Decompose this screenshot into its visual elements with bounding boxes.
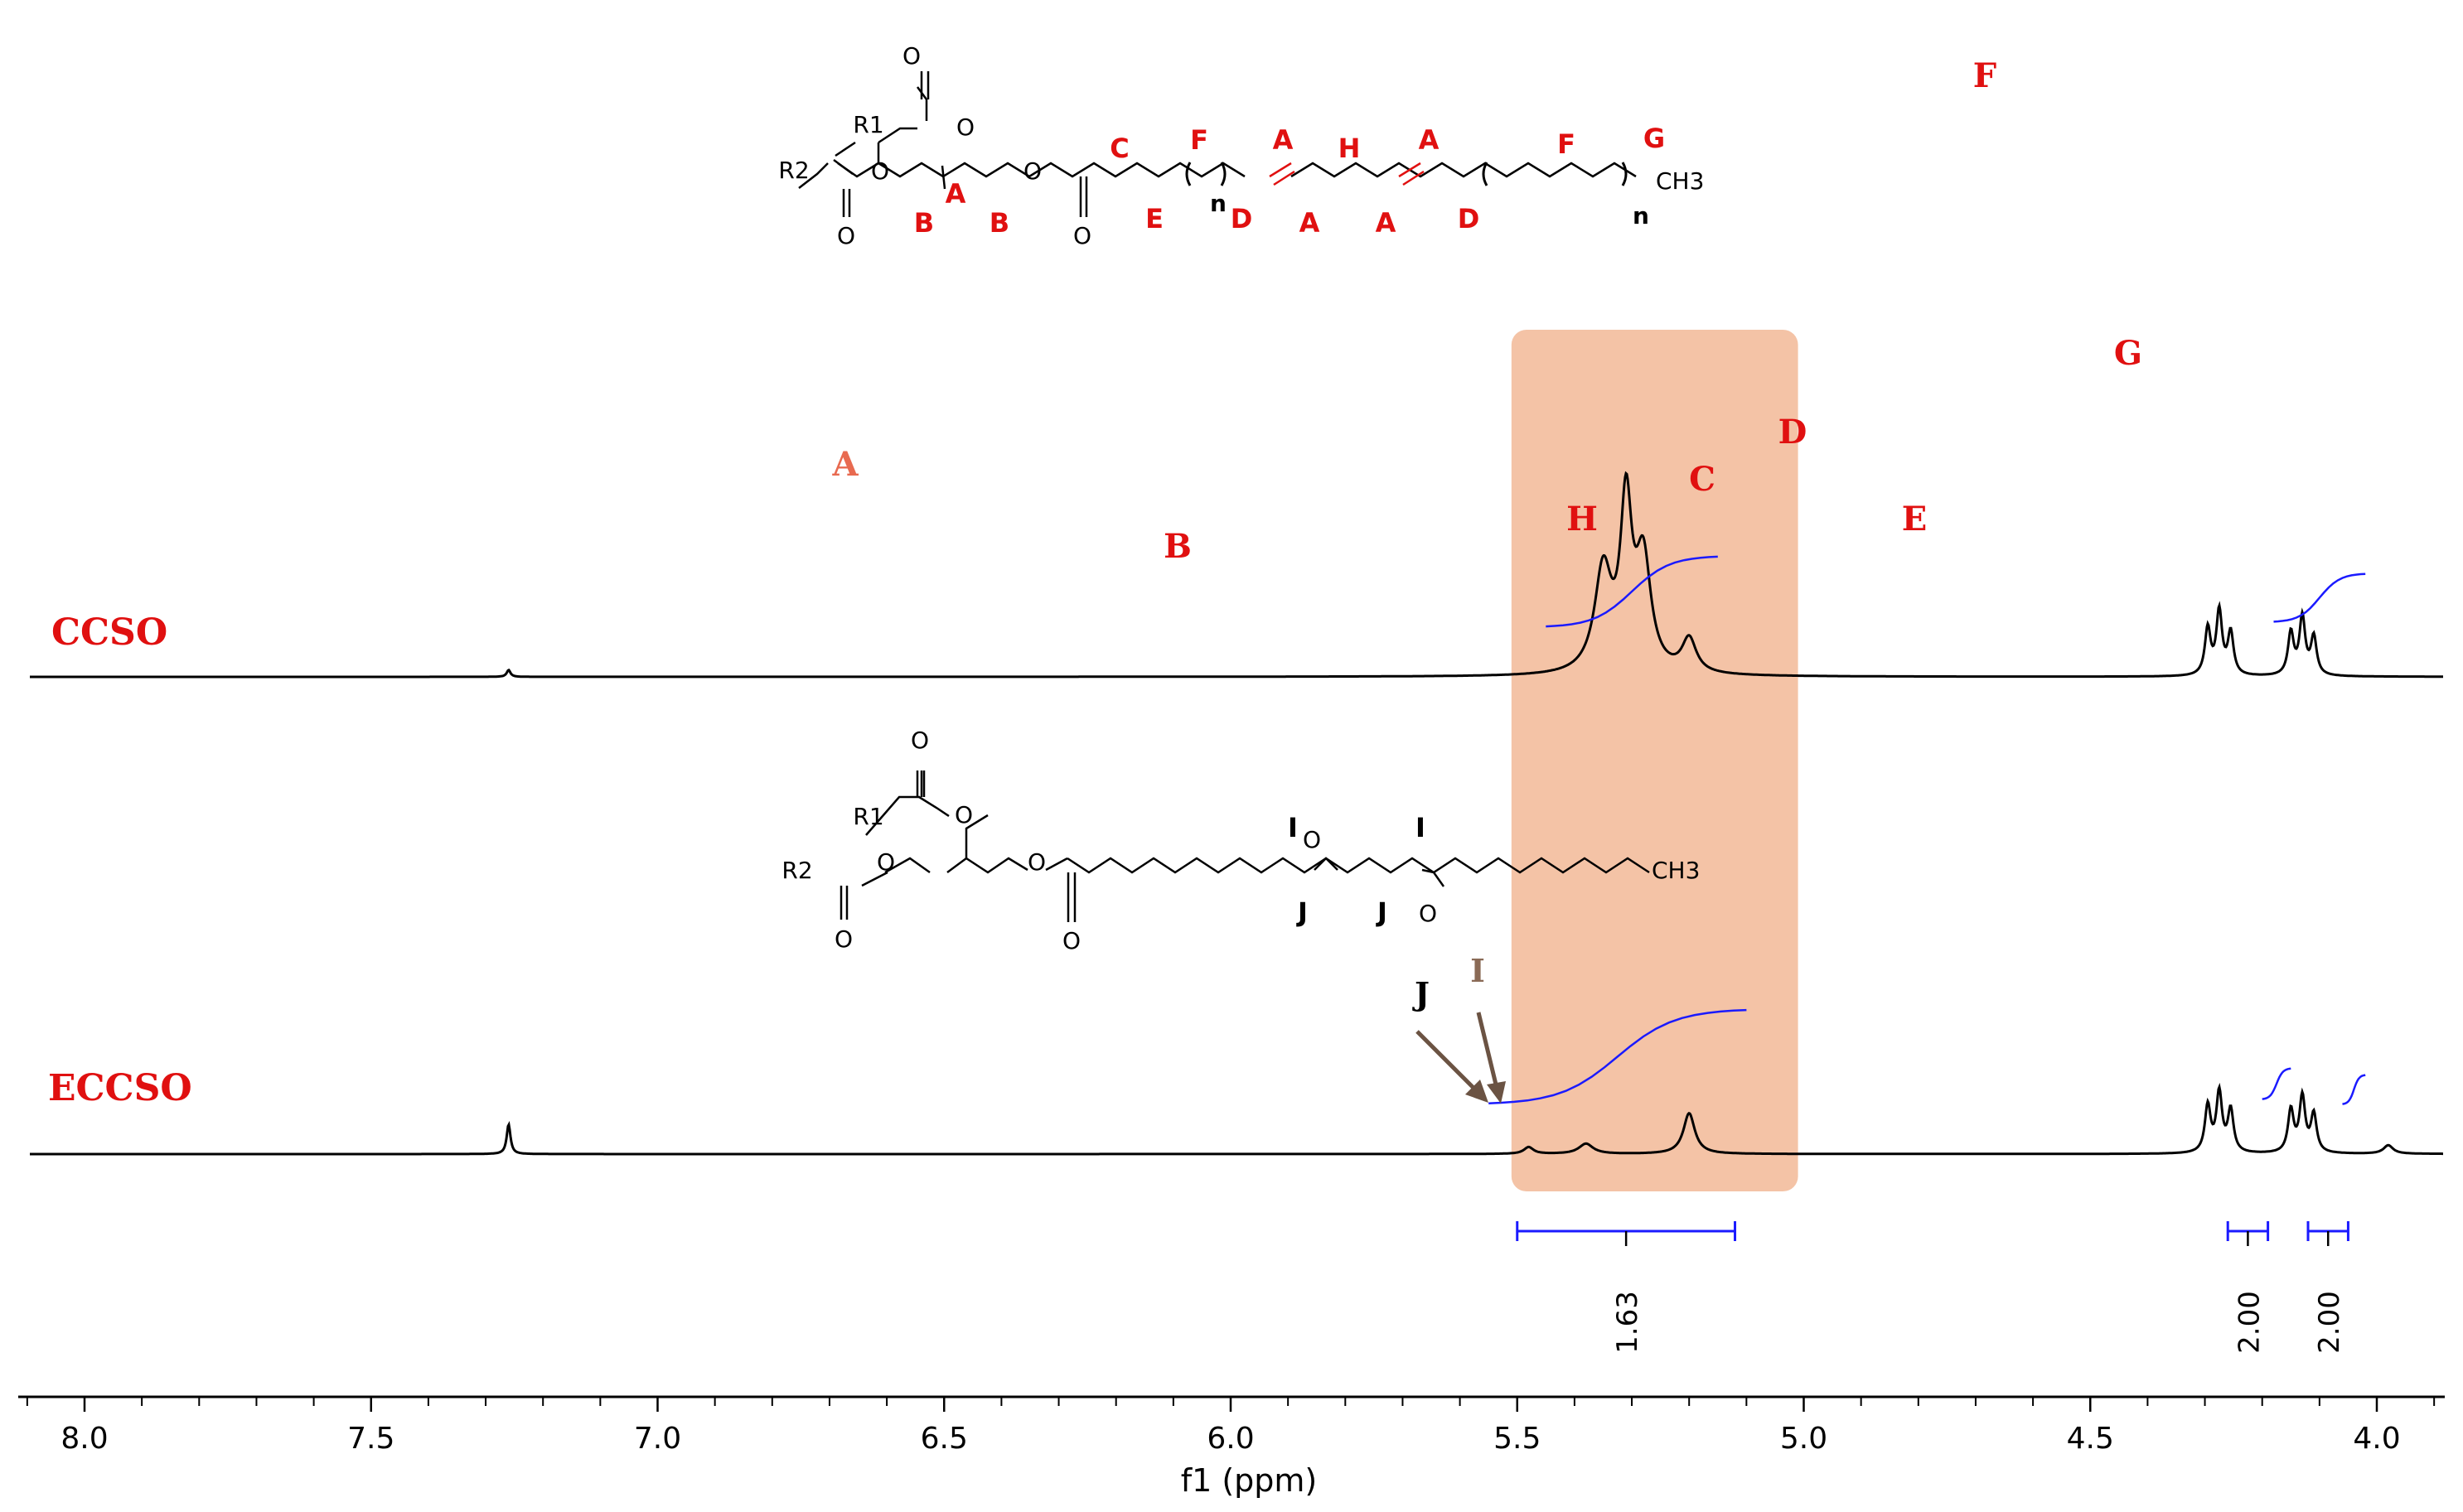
integration-value-2: 2.00 — [2233, 1291, 2266, 1354]
eccso-pos-j-2: J — [1376, 896, 1387, 928]
x-axis-ticks: 8.07.57.06.56.05.55.04.54.03.53.02.52.01… — [26, 1397, 2436, 1456]
ccso-pos-a-1: A — [946, 178, 966, 210]
peak-label-a: A — [831, 445, 859, 484]
eccso-structure: O O O O O O O O R1 R2 CH3 I J J I — [781, 727, 1700, 954]
x-tick-label-5: 5.5 — [1493, 1422, 1541, 1456]
eccso-r2: R2 — [781, 857, 812, 884]
peak-label-c: C — [1689, 460, 1715, 499]
ccso-pos-d-1: D — [1231, 203, 1253, 234]
arrow-j-head — [1465, 1080, 1488, 1103]
eccso-pos-i-2: I — [1415, 812, 1425, 843]
integral-ccso-1 — [1546, 555, 1718, 628]
ccso-pos-f-1: F — [1190, 124, 1208, 156]
eccso-pos-j-1: J — [1296, 896, 1308, 928]
ccso-o-2: O — [956, 114, 975, 141]
peak-label-d: D — [1778, 413, 1807, 452]
eccso-o-epoxide-2: O — [1419, 900, 1437, 927]
x-tick-label-8: 4.0 — [2353, 1422, 2400, 1456]
x-tick-label-6: 5.0 — [1780, 1422, 1827, 1456]
ccso-structure: O O O O O O R1 R2 CH3 n n A B B C E F D … — [778, 42, 1704, 249]
arrow-j — [1415, 1030, 1479, 1094]
ccso-pos-e: E — [1145, 203, 1164, 234]
integration-value-3: 2.00 — [2313, 1291, 2346, 1354]
peak-label-g: G — [2114, 334, 2142, 373]
x-axis: 8.07.57.06.56.05.55.04.54.03.53.02.52.01… — [18, 1395, 2445, 1499]
integration-brackets: 1.632.002.007.017.011.6373.9010.82 — [1516, 1221, 2349, 1354]
x-axis-title: f1 (ppm) — [1181, 1462, 1318, 1499]
x-tick-label-3: 6.5 — [921, 1422, 968, 1456]
ccso-o-1: O — [902, 42, 921, 70]
integral-eccso-3 — [2342, 1074, 2366, 1105]
integral-curves — [1488, 555, 2366, 1105]
eccso-o-2: O — [955, 801, 973, 828]
ccso-spectrum-line — [30, 471, 2443, 679]
ccso-r2: R2 — [778, 157, 809, 184]
peak-label-j: J — [1412, 975, 1430, 1012]
ccso-pos-f-2: F — [1557, 128, 1575, 160]
x-tick-label-0: 8.0 — [60, 1422, 108, 1456]
peak-label-b: B — [1164, 527, 1192, 566]
eccso-pos-i-1: I — [1288, 812, 1298, 843]
ccso-o-4: O — [1023, 157, 1042, 185]
arrow-i-head — [1487, 1081, 1506, 1104]
peak-arrows — [1415, 1012, 1506, 1104]
ccso-pos-a-2: A — [1273, 124, 1294, 156]
eccso-o-4: O — [1028, 848, 1046, 876]
x-tick-label-1: 7.5 — [347, 1422, 394, 1456]
eccso-o-6: O — [1062, 927, 1081, 954]
peak-label-e: E — [1902, 500, 1928, 539]
ccso-pos-d-2: D — [1458, 203, 1480, 234]
ccso-pos-c: C — [1110, 133, 1129, 164]
x-tick-label-7: 4.5 — [2067, 1422, 2114, 1456]
integral-ccso-2 — [2273, 572, 2366, 623]
eccso-o-epoxide-1: O — [1303, 826, 1321, 853]
ccso-pos-b-2: B — [990, 207, 1009, 239]
peak-label-h: H — [1566, 500, 1598, 539]
x-tick-label-4: 6.0 — [1207, 1422, 1254, 1456]
ccso-pos-b-1: B — [914, 207, 934, 239]
integral-eccso-1 — [1488, 1008, 1747, 1104]
eccso-ch3: CH3 — [1652, 857, 1700, 884]
ccso-n-1: n — [1210, 190, 1227, 217]
ccso-pos-a-5: A — [1419, 124, 1440, 156]
ccso-o-5: O — [837, 222, 855, 249]
ccso-pos-h: H — [1338, 133, 1361, 164]
ccso-pos-a-3: A — [1299, 207, 1320, 239]
integral-eccso-2 — [2262, 1067, 2291, 1100]
highlight-band-1 — [1511, 330, 1798, 1191]
ccso-ch3: CH3 — [1656, 167, 1704, 195]
eccso-o-3: O — [877, 848, 895, 876]
integration-value-1: 1.63 — [1611, 1291, 1644, 1354]
series-label-eccso: ECCSO — [48, 1067, 192, 1109]
ccso-o-3: O — [871, 157, 889, 185]
eccso-spectrum-line — [30, 1082, 2443, 1156]
peak-label-i: I — [1470, 952, 1485, 989]
eccso-o-1: O — [911, 727, 929, 754]
ccso-pos-g: G — [1643, 123, 1665, 154]
eccso-r1: R1 — [853, 803, 883, 830]
arrow-i — [1476, 1012, 1499, 1089]
peak-label-f: F — [1973, 56, 1996, 95]
ccso-pos-a-4: A — [1376, 207, 1396, 239]
ccso-o-6: O — [1073, 222, 1091, 249]
highlight-bands — [1511, 330, 1798, 1191]
series-label-ccso: CCSO — [51, 611, 167, 654]
ccso-n-2: n — [1633, 202, 1649, 229]
x-tick-label-2: 7.0 — [634, 1422, 681, 1456]
eccso-o-5: O — [835, 925, 853, 953]
ccso-r1: R1 — [853, 111, 883, 138]
